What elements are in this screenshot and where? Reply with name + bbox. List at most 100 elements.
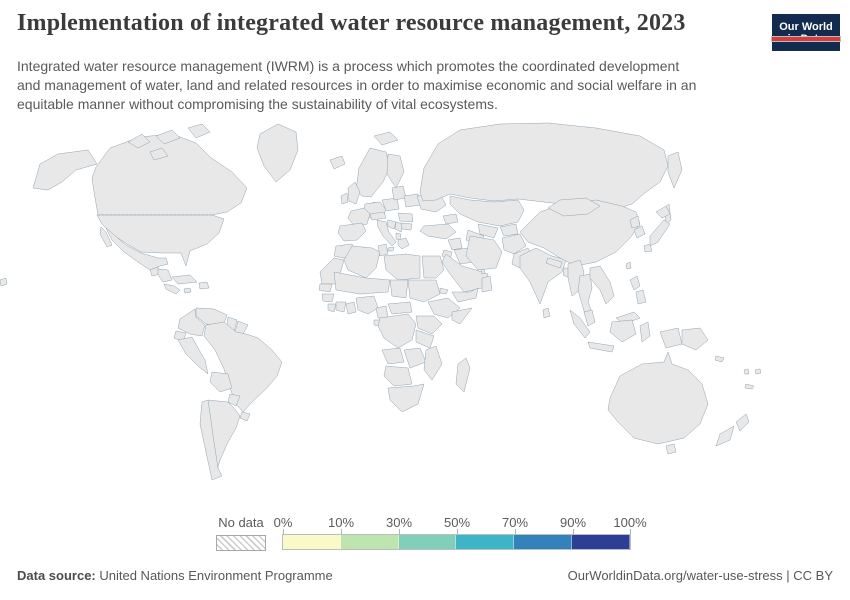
region-greece[interactable] [397, 237, 410, 250]
region-caucasus[interactable] [442, 213, 459, 225]
region-brazil[interactable] [203, 321, 283, 413]
region-north-korea[interactable] [629, 215, 641, 229]
region-philippines[interactable] [629, 275, 641, 291]
region-malaysia[interactable] [583, 309, 596, 327]
region-senegal[interactable] [318, 283, 333, 293]
region-tunisia[interactable] [377, 243, 389, 257]
region-canada[interactable] [91, 133, 248, 216]
region-arctic-islands[interactable] [127, 133, 151, 149]
region-solomon-islands[interactable] [714, 355, 725, 363]
region-angola[interactable] [381, 347, 405, 365]
region-turkey[interactable] [419, 223, 457, 240]
region-qatar[interactable] [480, 268, 486, 275]
region-russia[interactable] [419, 122, 669, 210]
legend-bin-swatch[interactable] [456, 535, 515, 549]
region-dr-congo[interactable] [377, 313, 417, 349]
region-papua-new-guinea[interactable] [681, 327, 709, 351]
region-yemen[interactable] [451, 287, 479, 303]
region-vanuatu[interactable] [743, 368, 750, 375]
region-ireland[interactable] [340, 192, 349, 205]
region-indonesia-sulawesi[interactable] [639, 321, 651, 343]
region-tanzania[interactable] [415, 329, 435, 349]
region-greenland[interactable] [256, 123, 299, 183]
footer-link[interactable]: OurWorldinData.org/water-use-stress | CC… [567, 568, 833, 583]
region-honduras-nicaragua[interactable] [157, 268, 173, 283]
region-pacific-speck[interactable] [0, 277, 8, 287]
region-japan[interactable] [655, 205, 671, 219]
region-uzbekistan[interactable] [477, 223, 499, 239]
region-paraguay[interactable] [227, 393, 241, 407]
region-costa-rica-panama[interactable] [163, 283, 181, 295]
region-france[interactable] [347, 207, 371, 228]
region-taiwan[interactable] [625, 261, 632, 270]
region-united-kingdom[interactable] [347, 181, 361, 205]
region-jamaica[interactable] [183, 287, 192, 294]
region-colombia[interactable] [177, 308, 206, 337]
region-alaska[interactable] [32, 149, 98, 191]
region-uganda-kenya[interactable] [415, 315, 443, 335]
region-zambia-zimbabwe[interactable] [403, 347, 427, 369]
region-poland[interactable] [381, 197, 400, 212]
region-eritrea-djibouti[interactable] [439, 287, 449, 295]
region-libya[interactable] [383, 253, 421, 281]
region-arctic-islands[interactable] [149, 147, 169, 161]
region-romania[interactable] [397, 212, 414, 223]
region-philippines[interactable] [635, 289, 647, 305]
region-madagascar[interactable] [455, 357, 471, 393]
region-russia-kamchatka[interactable] [667, 151, 683, 189]
region-chile[interactable] [199, 399, 223, 481]
region-iberia[interactable] [337, 222, 367, 242]
region-new-zealand-south[interactable] [715, 425, 735, 447]
legend-bin-swatch[interactable] [572, 535, 630, 549]
region-new-caledonia[interactable] [744, 383, 755, 390]
region-indonesia-west-papua[interactable] [659, 327, 683, 349]
region-ivory-coast[interactable] [335, 301, 347, 313]
region-somalia[interactable] [451, 307, 473, 325]
region-iceland[interactable] [329, 155, 346, 170]
region-kazakhstan[interactable] [449, 195, 525, 227]
region-peru[interactable] [177, 336, 209, 375]
region-vietnam-laos[interactable] [589, 265, 615, 305]
region-finland[interactable] [386, 153, 405, 189]
legend-bin-swatch[interactable] [340, 535, 399, 549]
region-arctic-islands[interactable] [187, 123, 211, 139]
no-data-swatch[interactable] [216, 535, 266, 551]
region-mozambique[interactable] [423, 345, 443, 381]
region-oman[interactable] [481, 275, 493, 293]
region-namibia-botswana[interactable] [383, 365, 413, 387]
region-cameroon[interactable] [375, 305, 389, 319]
region-cuba[interactable] [171, 274, 198, 285]
region-tasmania[interactable] [665, 443, 677, 455]
region-indonesia-sumatra[interactable] [569, 309, 591, 339]
legend-bin-swatch[interactable] [283, 535, 341, 549]
region-japan[interactable] [649, 219, 671, 247]
region-alps[interactable] [369, 211, 387, 221]
region-italy[interactable] [387, 246, 395, 252]
region-bolivia[interactable] [209, 371, 233, 393]
region-australia[interactable] [607, 351, 709, 445]
region-egypt[interactable] [421, 255, 445, 279]
region-mongolia[interactable] [547, 197, 601, 217]
region-sri-lanka[interactable] [542, 307, 551, 319]
region-south-africa[interactable] [387, 383, 425, 413]
region-sudan[interactable] [407, 279, 441, 303]
region-kyrgyzstan-tajikistan[interactable] [499, 223, 519, 237]
region-japan[interactable] [643, 243, 653, 253]
region-new-zealand-north[interactable] [735, 413, 750, 432]
region-algeria[interactable] [343, 245, 381, 279]
region-central-african-republic[interactable] [387, 301, 413, 315]
region-albania[interactable] [395, 232, 402, 241]
region-liberia[interactable] [327, 303, 337, 313]
region-baltics[interactable] [391, 185, 407, 201]
region-mexico[interactable] [105, 227, 169, 271]
region-nigeria[interactable] [355, 295, 379, 315]
region-svalbard[interactable] [373, 131, 399, 146]
region-iran[interactable] [465, 235, 503, 271]
region-syria[interactable] [447, 237, 463, 251]
region-norway-sweden[interactable] [355, 147, 391, 198]
owid-logo[interactable]: Our World in Data [771, 14, 841, 51]
region-hispaniola[interactable] [198, 281, 210, 290]
region-afghanistan[interactable] [501, 233, 527, 255]
region-croatia[interactable] [386, 219, 397, 230]
region-fiji[interactable] [754, 368, 762, 375]
